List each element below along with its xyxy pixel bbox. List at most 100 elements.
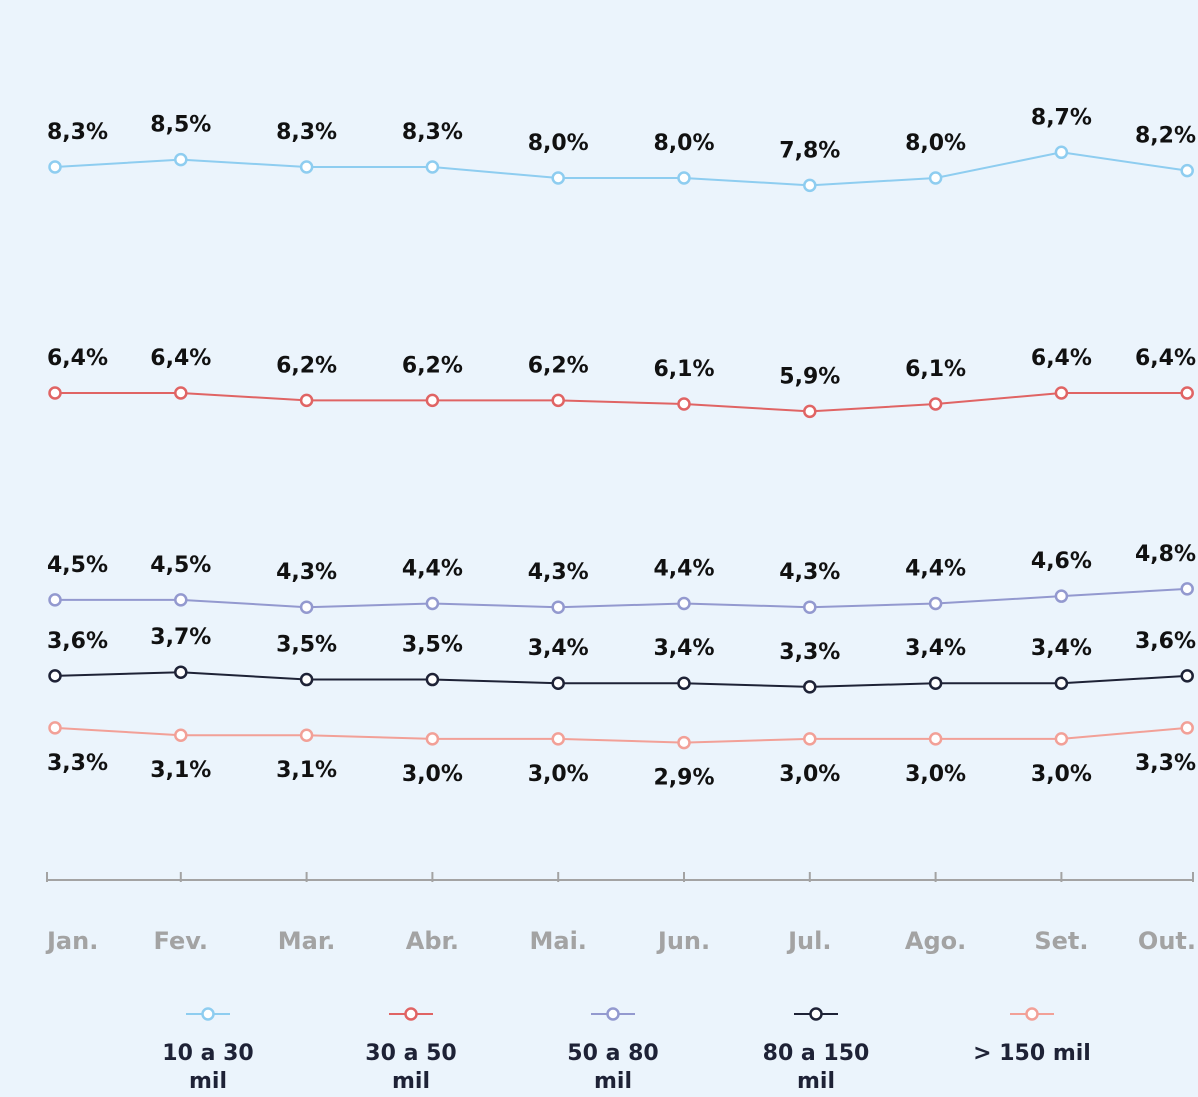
data-point	[425, 160, 440, 174]
legend-label: > 150 mil	[973, 1041, 1091, 1066]
data-point	[299, 160, 314, 174]
data-point	[1180, 386, 1194, 400]
data-label: 8,0%	[905, 131, 966, 156]
data-label: 8,0%	[528, 131, 589, 156]
data-point	[299, 672, 314, 687]
data-label: 4,4%	[402, 557, 463, 582]
data-point	[1054, 732, 1069, 746]
data-label: 3,7%	[150, 625, 211, 650]
x-tick-label: Mai.	[529, 927, 586, 955]
legend-label: 80 a 150 mil	[762, 1041, 870, 1094]
data-label: 4,5%	[47, 553, 108, 578]
data-label: 4,8%	[1135, 542, 1196, 567]
data-label: 3,0%	[779, 762, 840, 787]
legend-label: 30 a 50 mil	[365, 1041, 457, 1094]
data-point	[48, 593, 62, 607]
series-line	[55, 587, 1188, 609]
x-tick-label: Abr.	[406, 927, 459, 955]
x-tick-label: Jan.	[45, 927, 98, 955]
data-point	[48, 721, 62, 735]
series-line	[54, 151, 1188, 187]
data-point	[174, 386, 188, 400]
data-point	[551, 676, 565, 690]
data-point	[677, 735, 691, 750]
data-point	[48, 669, 62, 683]
legend-label: 50 a 80 mil	[567, 1041, 659, 1094]
data-point	[803, 404, 817, 419]
data-label: 6,2%	[528, 353, 589, 378]
data-point	[174, 152, 188, 167]
data-point	[551, 732, 565, 746]
data-point	[1180, 163, 1194, 178]
data-point	[1180, 582, 1194, 596]
data-point	[677, 171, 691, 185]
data-point	[677, 596, 691, 611]
data-point	[551, 171, 565, 185]
data-point	[928, 397, 943, 411]
data-point	[1054, 676, 1069, 690]
data-label: 3,4%	[528, 636, 589, 661]
data-label: 3,0%	[402, 762, 463, 787]
data-label: 3,5%	[276, 633, 337, 658]
series-line	[54, 726, 1188, 744]
data-point	[677, 397, 691, 411]
data-label: 4,6%	[1031, 549, 1092, 574]
data-point	[425, 393, 440, 408]
data-label: 4,5%	[150, 553, 211, 578]
legend-marker	[201, 1007, 215, 1021]
data-label: 3,3%	[47, 751, 108, 776]
x-tick-label: Jul.	[786, 927, 831, 955]
data-label: 6,2%	[402, 353, 463, 378]
data-point	[425, 732, 440, 746]
data-point	[48, 386, 62, 400]
data-label: 3,4%	[1031, 636, 1092, 661]
legend-label: 10 a 30 mil	[162, 1041, 254, 1094]
x-tick-label: Set.	[1034, 927, 1088, 955]
x-tick-label: Jun.	[656, 927, 710, 955]
x-tick-label: Ago.	[905, 927, 966, 955]
data-point	[677, 676, 691, 690]
data-point	[928, 676, 943, 690]
data-point	[425, 672, 440, 687]
legend-marker	[606, 1007, 620, 1021]
data-label: 2,9%	[653, 766, 714, 791]
data-point	[1180, 669, 1194, 683]
series-line	[54, 671, 1188, 688]
data-point	[551, 393, 565, 408]
data-point	[928, 596, 943, 611]
data-point	[803, 178, 817, 193]
data-point	[425, 596, 440, 611]
data-label: 3,0%	[1031, 762, 1092, 787]
data-point	[551, 600, 565, 614]
data-label: 8,3%	[402, 120, 463, 145]
data-label: 3,0%	[905, 762, 966, 787]
data-point	[928, 171, 943, 185]
data-point	[1054, 386, 1069, 400]
x-tick-label: Fev.	[154, 927, 209, 955]
data-label: 4,3%	[779, 560, 840, 585]
data-label: 4,3%	[528, 560, 589, 585]
data-point	[174, 665, 188, 679]
data-label: 4,4%	[653, 557, 714, 582]
data-label: 3,4%	[653, 636, 714, 661]
data-label: 6,1%	[905, 357, 966, 382]
data-label: 6,2%	[276, 353, 337, 378]
legend-marker	[809, 1007, 823, 1021]
data-label: 3,3%	[779, 640, 840, 665]
data-point	[299, 393, 314, 408]
data-label: 3,5%	[402, 633, 463, 658]
data-point	[803, 600, 817, 614]
data-point	[48, 160, 62, 174]
data-label: 3,4%	[905, 636, 966, 661]
data-label: 8,5%	[150, 113, 211, 138]
data-label: 3,6%	[1135, 629, 1196, 654]
data-point	[1054, 589, 1069, 603]
data-label: 3,1%	[150, 758, 211, 783]
data-point	[803, 732, 817, 746]
data-point	[1180, 721, 1194, 735]
data-label: 8,7%	[1031, 105, 1092, 130]
x-tick-label: Out.	[1138, 927, 1196, 955]
data-label: 8,2%	[1135, 124, 1196, 149]
data-label: 3,3%	[1135, 751, 1196, 776]
